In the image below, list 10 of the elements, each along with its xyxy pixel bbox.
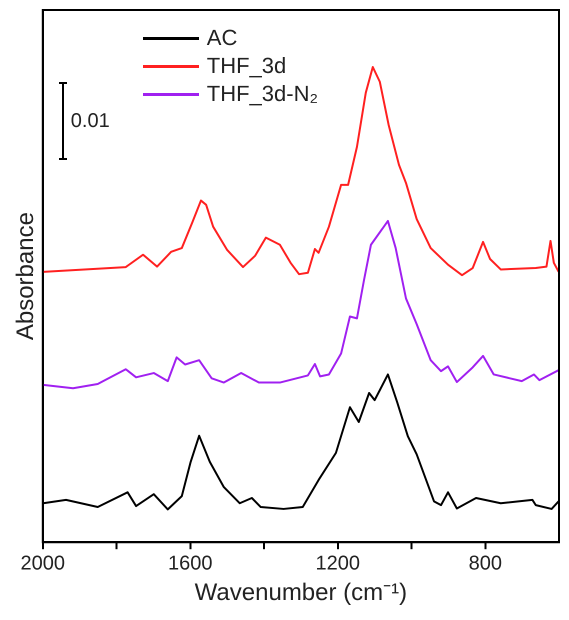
x-tick-label: 1200 bbox=[316, 552, 360, 575]
x-tick-label: 1600 bbox=[168, 552, 213, 575]
legend-label: THF_3d-N₂ bbox=[206, 81, 318, 107]
x-axis-title: Wavenumber (cm⁻¹) bbox=[194, 579, 408, 606]
annotation: 0.01 bbox=[70, 110, 110, 132]
x-tick-label: 800 bbox=[468, 552, 502, 575]
y-axis-title: Absorbance bbox=[12, 212, 40, 340]
x-tick-label: 2000 bbox=[20, 552, 66, 575]
legend-label: THF_3d bbox=[206, 53, 286, 79]
legend-label: AC bbox=[206, 25, 238, 51]
